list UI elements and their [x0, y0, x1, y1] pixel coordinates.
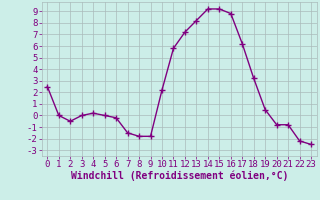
X-axis label: Windchill (Refroidissement éolien,°C): Windchill (Refroidissement éolien,°C)	[70, 171, 288, 181]
